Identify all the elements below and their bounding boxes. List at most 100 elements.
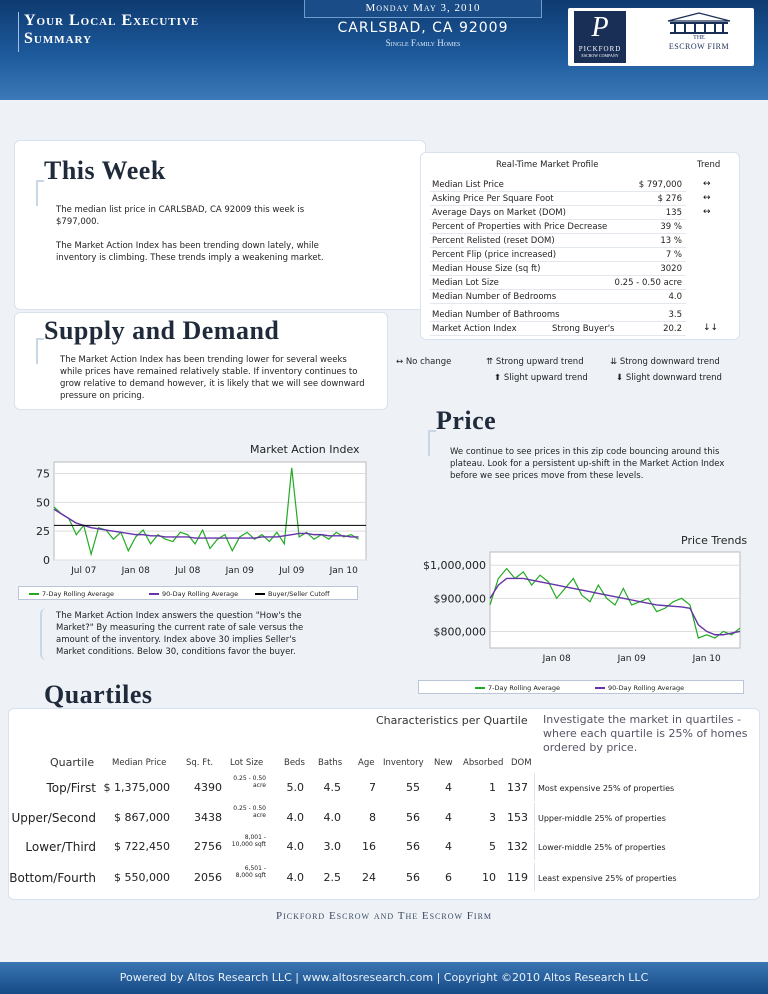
mai-legend-7day: 7-Day Rolling Average (29, 590, 114, 598)
quartile-absorbed: 10 (482, 871, 496, 884)
quartile-lot-size-line1: 6,501 - (244, 865, 266, 872)
quartile-inventory: 55 (406, 781, 420, 794)
price-series-line (489, 577, 741, 636)
mai-x-tick-label: Jul 09 (278, 566, 304, 576)
black-line-swatch (255, 593, 265, 595)
legend-strong-down: ⇊ Strong downward trend (610, 357, 720, 367)
mai-x-tick-label: Jan 08 (121, 566, 150, 576)
quartile-lot-size-line1: 0.25 - 0.50 (233, 775, 266, 782)
quartile-absorbed: 5 (489, 840, 496, 853)
quartile-inventory: 56 (406, 811, 420, 824)
quartile-beds: 5.0 (286, 781, 305, 794)
price-legend-7day-label: 7-Day Rolling Average (488, 684, 561, 692)
quartiles-header-quartile: Quartile (50, 756, 95, 769)
mai-x-tick-label: Jan 10 (329, 566, 358, 576)
market-profile-row: Median Number of Bedrooms 4.0 (430, 290, 686, 304)
mai-legend-90day: 90-Day Rolling Average (149, 590, 238, 598)
quartile-baths: 2.5 (323, 871, 342, 884)
quartiles-header-beds: Beds (284, 758, 305, 768)
price-series-line (489, 567, 741, 639)
mai-x-tick-label: Jul 08 (174, 566, 200, 576)
quartile-beds: 4.0 (286, 811, 305, 824)
pickford-logo-name: PICKFORD (578, 45, 622, 53)
quartiles-header-price: Median Price (112, 758, 167, 768)
quartile-baths: 4.5 (323, 781, 342, 794)
quartile-dom: 132 (507, 840, 528, 853)
quartile-dom: 119 (507, 871, 528, 884)
quartile-age: 7 (369, 781, 376, 794)
market-profile-row-value: 0.25 - 0.50 acre (614, 278, 682, 288)
quartiles-header-lot: Lot Size (230, 758, 264, 768)
footer-bar: Powered by Altos Research LLC | www.alto… (0, 962, 768, 994)
escrow-firm-the: THE (693, 35, 705, 41)
double-down-arrow-icon: ⇊ (610, 357, 618, 367)
mai-x-tick-label: Jul 07 (70, 566, 96, 576)
quartile-description: Most expensive 25% of properties (538, 784, 675, 793)
price-legend-7day: 7-Day Rolling Average (475, 684, 560, 692)
price-legend-90day-label: 90-Day Rolling Average (608, 684, 685, 692)
mai-y-tick-label: 25 (36, 525, 50, 538)
sponsor-logos: P PICKFORD ESCROW COMPANY THE ESCROW FIR… (568, 8, 754, 66)
legend-strong-down-label: Strong downward trend (619, 357, 720, 367)
quartiles-panel (8, 708, 760, 900)
mai-y-tick-label: 0 (43, 554, 50, 567)
price-chart: $800,000 $900,000 $1,000,000 Jan 08 Jan 09 Ja… (423, 551, 741, 664)
quartile-new: 4 (445, 781, 452, 794)
supply-demand-bracket (36, 338, 44, 364)
quartile-age: 16 (362, 840, 376, 853)
quartile-separator (534, 863, 535, 891)
quartile-lot-size-line1: 8,001 - (244, 834, 266, 841)
quartile-absorbed: 1 (489, 781, 496, 794)
quartile-name: Bottom/Fourth (9, 871, 96, 885)
quartiles-intro: Investigate the market in quartiles - wh… (543, 713, 748, 754)
quartile-new: 4 (445, 840, 452, 853)
market-profile-row-label: Median List Price (432, 180, 504, 190)
quartile-description: Lower-middle 25% of properties (538, 843, 666, 852)
supply-demand-text: The Market Action Index has been trendin… (60, 355, 365, 401)
market-profile-row-label: Median Number of Bedrooms (432, 292, 557, 302)
quartile-sqft: 2056 (194, 871, 222, 884)
price-y-tick-label: $1,000,000 (423, 559, 486, 572)
price-x-tick-label: Jan 10 (692, 654, 721, 664)
mai-x-tick-label: Jan 09 (225, 566, 254, 576)
pickford-logo-letter: P (591, 12, 609, 43)
quartile-inventory: 56 (406, 840, 420, 853)
legend-strong-up: ⇈ Strong upward trend (486, 357, 584, 367)
price-y-tick-label: $900,000 (434, 592, 487, 605)
quartile-lot-size: 0.25 - 0.50 acre (233, 805, 266, 819)
market-profile-row: Median Number of Bathrooms 3.5 (430, 308, 686, 322)
market-profile-row-label: Percent Flip (price increased) (432, 250, 557, 260)
report-title-line1: Your Local Executive (24, 12, 200, 29)
mai-legend-90day-label: 90-Day Rolling Average (162, 590, 239, 598)
quartiles-header-age: Age (358, 758, 375, 768)
legend-no-change: ↔ No change (396, 357, 451, 367)
market-profile-row-value: 3020 (660, 264, 682, 274)
quartile-median-price: $ 867,000 (114, 811, 170, 824)
quartile-name: Upper/Second (11, 811, 96, 825)
market-profile-row-value: 135 (665, 208, 682, 218)
quartile-name: Top/First (46, 781, 96, 795)
mai-chart: 0 25 50 75 Jul 07 Jan 08 Jul 08 Jan 09 Jul 09 Jan… (36, 461, 367, 576)
quartile-median-price: $ 722,450 (114, 840, 170, 853)
price-chart-legend: 7-Day Rolling Average 90-Day Rolling Ave… (418, 680, 744, 694)
header-divider (18, 12, 19, 52)
price-plot-area (489, 551, 741, 649)
market-profile-title: Real-Time Market Profile (496, 160, 599, 170)
property-type: Single Family Homes (385, 38, 461, 48)
price-text: We continue to see prices in this zip co… (450, 447, 725, 481)
this-week-title: This Week (44, 156, 166, 185)
quartile-separator (534, 803, 535, 831)
price-x-tick-label: Jan 09 (617, 654, 646, 664)
mai-plot-area (53, 461, 367, 561)
mai-note-brace (40, 608, 48, 660)
quartile-age: 24 (362, 871, 376, 884)
report-city: CARLSBAD, CA 92009 (337, 20, 509, 36)
quartile-lot-size: 8,001 -10,000 sqft (232, 834, 266, 848)
quartile-dom: 137 (507, 781, 528, 794)
quartiles-header-dom: DOM (511, 758, 532, 768)
quartile-sqft: 3438 (194, 811, 222, 824)
down-arrow-icon: ⬇ (616, 373, 624, 383)
up-arrow-icon: ⬆ (494, 373, 502, 383)
quartile-sqft: 2756 (194, 840, 222, 853)
market-profile-row: Market Action Index Strong Buyer's 20.2 (430, 322, 686, 336)
